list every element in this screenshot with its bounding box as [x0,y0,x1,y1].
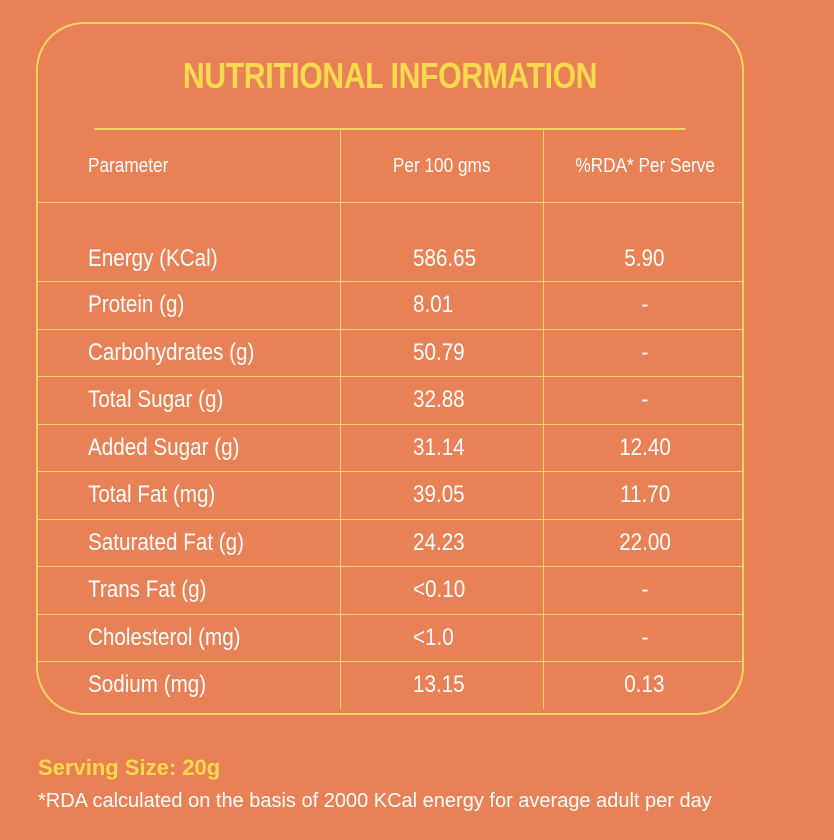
table-row: Trans Fat (g) <0.10 - [38,566,742,615]
table-row: Added Sugar (g) 31.14 12.40 [38,424,742,472]
parameter-cell: Carbohydrates (g) [38,329,341,377]
parameter-cell: Energy (KCal) [38,202,341,282]
parameter-cell: Added Sugar (g) [38,424,341,472]
serving-size: Serving Size: 20g [38,755,221,780]
table-row: Total Sugar (g) 32.88 - [38,376,742,425]
per-100-cell: 586.65 [340,202,544,282]
parameter-cell: Saturated Fat (g) [38,519,341,567]
table-row: Sodium (mg) 13.15 0.13 [38,661,742,709]
header-rda: %RDA* Per Serve [543,130,742,203]
table-row: Total Fat (mg) 39.05 11.70 [38,471,742,520]
per-100-cell: <0.10 [340,566,544,615]
rda-cell: 5.90 [543,202,742,282]
per-100-cell: 24.23 [340,519,544,567]
rda-cell: 11.70 [543,471,742,520]
parameter-cell: Protein (g) [38,281,341,330]
rda-cell: - [543,566,742,615]
per-100-cell: 31.14 [340,424,544,472]
panel-title: NUTRITIONAL INFORMATION [94,24,686,130]
rda-cell: - [543,281,742,330]
rda-cell: - [543,614,742,662]
rda-footnote: *RDA calculated on the basis of 2000 KCa… [38,790,712,812]
table-row: Protein (g) 8.01 - [38,281,742,330]
per-100-cell: 39.05 [340,471,544,520]
nutrition-table: Parameter Per 100 gms %RDA* Per Serve En… [38,130,742,709]
per-100-cell: 13.15 [340,661,544,709]
rda-cell: 12.40 [543,424,742,472]
parameter-cell: Trans Fat (g) [38,566,341,615]
parameter-cell: Cholesterol (mg) [38,614,341,662]
parameter-cell: Total Sugar (g) [38,376,341,425]
header-per-100: Per 100 gms [340,130,544,203]
rda-cell: - [543,329,742,377]
rda-cell: 0.13 [624,671,665,699]
rda-cell: 22.00 [543,519,742,567]
per-100-cell: 8.01 [340,281,544,330]
per-100-cell: 50.79 [340,329,544,377]
table-row: Saturated Fat (g) 24.23 22.00 [38,519,742,567]
nutrition-panel: NUTRITIONAL INFORMATION Parameter Per 10… [36,22,744,715]
table-row: Cholesterol (mg) <1.0 - [38,614,742,662]
table-row: Carbohydrates (g) 50.79 - [38,329,742,377]
parameter-cell: Total Fat (mg) [38,471,341,520]
header-parameter: Parameter [38,130,341,203]
per-100-cell: <1.0 [340,614,544,662]
table-row: Energy (KCal) 586.65 5.90 [38,202,742,282]
parameter-cell: Sodium (mg) [38,661,341,709]
rda-cell: - [543,376,742,425]
per-100-cell: 32.88 [340,376,544,425]
table-header-row: Parameter Per 100 gms %RDA* Per Serve [38,130,742,203]
